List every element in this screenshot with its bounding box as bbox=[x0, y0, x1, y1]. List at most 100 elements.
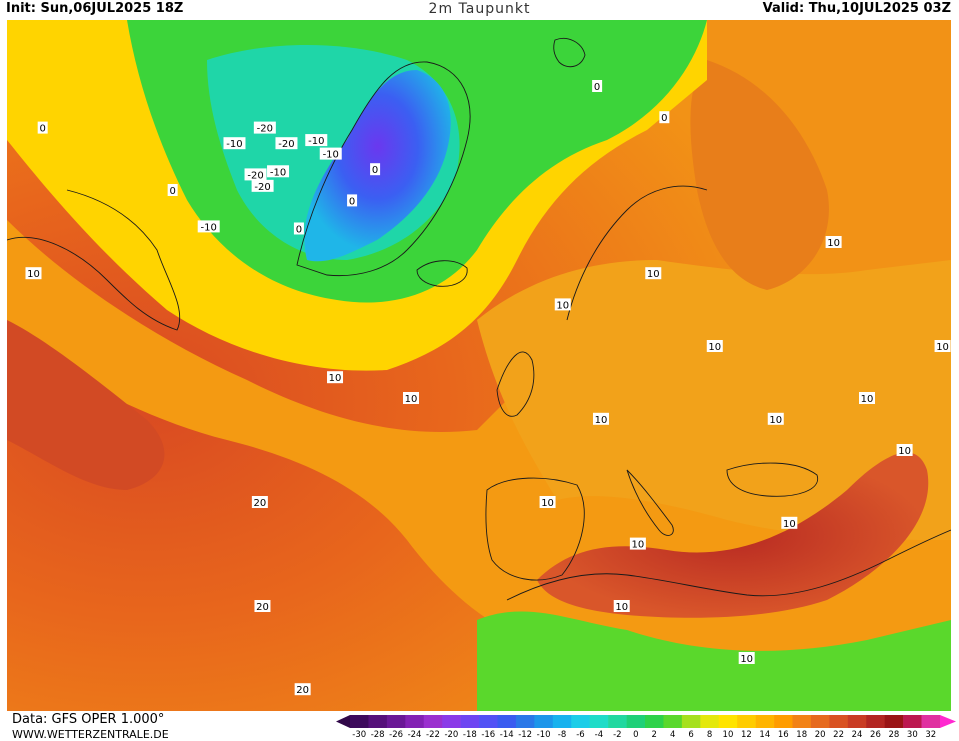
colorbar-swatch bbox=[866, 715, 885, 728]
svg-text:10: 10 bbox=[647, 269, 660, 280]
contour-label: 10 bbox=[706, 340, 723, 353]
data-source: Data: GFS OPER 1.000° bbox=[12, 712, 165, 727]
colorbar-swatch bbox=[405, 715, 425, 728]
field-russia-warm bbox=[690, 60, 829, 290]
colorbar-swatch bbox=[829, 715, 849, 728]
svg-text:10: 10 bbox=[405, 394, 418, 405]
svg-text:10: 10 bbox=[595, 415, 608, 426]
colorbar-under-arrow bbox=[336, 715, 350, 728]
contour-label: 10 bbox=[934, 340, 951, 353]
colorbar-swatch bbox=[921, 715, 941, 728]
contour-label: 10 bbox=[645, 267, 662, 280]
coastline-iberia bbox=[485, 477, 585, 581]
colorbar-swatch bbox=[792, 715, 812, 728]
colorbar-tick-label: -12 bbox=[518, 730, 532, 739]
colorbar-swatch bbox=[608, 715, 627, 728]
colorbar-swatch bbox=[663, 715, 683, 728]
coastlines bbox=[7, 37, 951, 601]
contour-label: 0 bbox=[293, 222, 304, 235]
colorbar-tick-label: -30 bbox=[352, 730, 366, 739]
colorbar-tick-label: -28 bbox=[371, 730, 385, 739]
contour-label: 10 bbox=[403, 392, 419, 405]
svg-text:0: 0 bbox=[372, 165, 378, 176]
colorbar-tick-label: 4 bbox=[670, 730, 675, 739]
contour-label: 10 bbox=[25, 267, 42, 280]
contour-label: 10 bbox=[859, 392, 875, 405]
contour-label: 10 bbox=[539, 496, 556, 509]
contour-label: 20 bbox=[251, 496, 268, 509]
svg-text:10: 10 bbox=[936, 342, 949, 353]
colorbar-tick-label: 30 bbox=[907, 730, 918, 739]
svg-text:20: 20 bbox=[254, 498, 267, 509]
field-nw-atlantic-hot bbox=[7, 320, 165, 490]
contour-labels: -20-20-10-10-20-20-10-10-100000000010101… bbox=[25, 80, 951, 696]
colorbar-tick-label: 10 bbox=[723, 730, 734, 739]
colorbar-tick-label: 14 bbox=[759, 730, 770, 739]
colorbar-tick-label: -24 bbox=[408, 730, 422, 739]
contour-label: 10 bbox=[825, 236, 842, 249]
field-north-africa-green bbox=[477, 611, 951, 711]
contour-label: -20 bbox=[275, 137, 298, 150]
contour-label: 10 bbox=[738, 652, 755, 665]
contour-label: 10 bbox=[554, 298, 571, 311]
svg-text:0: 0 bbox=[594, 82, 600, 93]
colorbar-tick-label: 16 bbox=[778, 730, 789, 739]
contour-label: -10 bbox=[319, 147, 342, 161]
valid-time: Valid: Thu,10JUL2025 03Z bbox=[762, 1, 951, 16]
colorbar-swatch bbox=[589, 715, 609, 728]
coastline-italy bbox=[626, 469, 674, 536]
svg-text:0: 0 bbox=[661, 113, 667, 124]
colorbar-tick-label: 0 bbox=[633, 730, 638, 739]
contour-label: 0 bbox=[370, 163, 381, 176]
colorbar-swatch bbox=[497, 715, 517, 728]
colorbar-swatch bbox=[479, 715, 498, 728]
colorbar-swatch bbox=[737, 715, 756, 728]
colorbar-tick-label: -14 bbox=[500, 730, 514, 739]
colorbar-tick-label: -18 bbox=[463, 730, 477, 739]
svg-text:10: 10 bbox=[861, 394, 874, 405]
contour-label: 10 bbox=[613, 600, 630, 613]
colorbar-swatch bbox=[515, 715, 535, 728]
svg-text:20: 20 bbox=[296, 685, 309, 696]
colorbar-tick-label: -22 bbox=[426, 730, 440, 739]
init-time: Init: Sun,06JUL2025 18Z bbox=[6, 1, 184, 16]
colorbar-swatch bbox=[645, 715, 664, 728]
coastline-black-sea bbox=[726, 462, 819, 497]
svg-text:-20: -20 bbox=[257, 124, 273, 135]
contour-label: -10 bbox=[305, 134, 328, 147]
colorbar-swatch bbox=[386, 715, 406, 728]
colorbar-tick-label: 26 bbox=[870, 730, 881, 739]
svg-text:10: 10 bbox=[27, 269, 40, 280]
coastline-iceland bbox=[416, 260, 468, 287]
contour-label: 10 bbox=[767, 412, 784, 426]
colorbar-tick-label: 22 bbox=[833, 730, 844, 739]
field-land-europe bbox=[477, 260, 951, 540]
colorbar-tick-label: -10 bbox=[537, 730, 551, 739]
colorbar-tick-label: 2 bbox=[652, 730, 657, 739]
svg-text:0: 0 bbox=[349, 196, 355, 207]
coastline-north-africa bbox=[506, 529, 951, 601]
coastline-norway bbox=[566, 185, 708, 321]
coastline-british-isles bbox=[496, 351, 535, 417]
colorbar-swatch bbox=[552, 715, 572, 728]
colorbar-swatch bbox=[681, 715, 701, 728]
colorbar-swatch bbox=[626, 715, 646, 728]
svg-text:20: 20 bbox=[256, 602, 269, 613]
colorbar-tick-label: -2 bbox=[613, 730, 621, 739]
svg-text:-20: -20 bbox=[278, 139, 294, 150]
website-credit: WWW.WETTERZENTRALE.DE bbox=[12, 728, 169, 741]
colorbar-swatch bbox=[571, 715, 590, 728]
colorbar-swatch bbox=[718, 715, 738, 728]
svg-text:10: 10 bbox=[329, 373, 342, 384]
svg-text:0: 0 bbox=[169, 186, 175, 197]
coastline-svalbard bbox=[553, 37, 586, 68]
colorbar-swatch bbox=[460, 715, 480, 728]
colorbar: -30 -28 -26 -24 -22 -20 -18 -16 -14 -12 -10 -8 -6 -4-… bbox=[336, 715, 956, 739]
colorbar-tick-label: 6 bbox=[688, 730, 693, 739]
colorbar-tick-label: -4 bbox=[595, 730, 603, 739]
colorbar-tick-label: 12 bbox=[741, 730, 752, 739]
contour-label: 0 bbox=[592, 80, 603, 93]
colorbar-swatch bbox=[442, 715, 461, 728]
contour-label: 20 bbox=[294, 683, 311, 696]
coastline-canada bbox=[7, 189, 181, 331]
